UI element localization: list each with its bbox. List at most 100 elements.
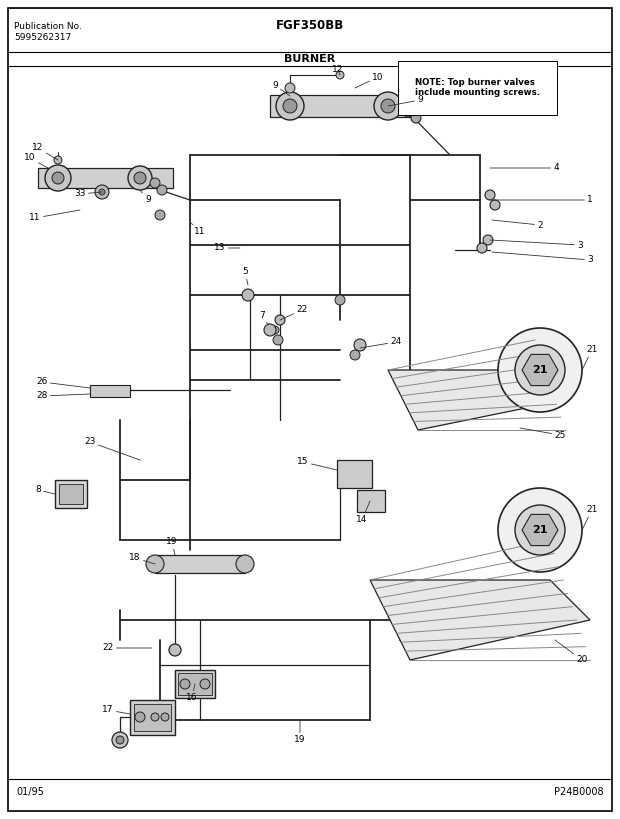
Text: 33: 33 — [74, 189, 102, 198]
Text: 13: 13 — [215, 243, 240, 252]
Text: 12: 12 — [332, 66, 343, 75]
Text: P24B0008: P24B0008 — [554, 787, 604, 797]
Text: 21: 21 — [532, 525, 547, 535]
Text: 22: 22 — [280, 305, 308, 320]
Bar — [130, 700, 175, 735]
Text: 21: 21 — [532, 365, 547, 375]
Circle shape — [483, 235, 493, 245]
Circle shape — [485, 190, 495, 200]
Text: 17: 17 — [102, 705, 130, 714]
Bar — [134, 704, 171, 731]
Text: 8: 8 — [35, 486, 55, 495]
Circle shape — [498, 328, 582, 412]
Circle shape — [276, 92, 304, 120]
Text: 11: 11 — [29, 210, 80, 223]
Text: 4: 4 — [490, 164, 559, 173]
Circle shape — [135, 712, 145, 722]
Text: NOTE: Top burner valves
include mounting screws.: NOTE: Top burner valves include mounting… — [415, 78, 540, 97]
Text: 24: 24 — [360, 337, 402, 348]
Circle shape — [336, 71, 344, 79]
Text: 18: 18 — [129, 554, 155, 564]
Text: 19: 19 — [294, 720, 306, 744]
Polygon shape — [522, 514, 558, 545]
Circle shape — [52, 172, 64, 184]
Text: 22: 22 — [102, 644, 152, 653]
Text: 19: 19 — [166, 537, 178, 555]
Circle shape — [134, 172, 146, 184]
Circle shape — [515, 505, 565, 555]
Text: 5: 5 — [242, 268, 248, 285]
Circle shape — [264, 324, 276, 336]
Bar — [357, 490, 385, 512]
Circle shape — [477, 243, 487, 253]
Bar — [55, 480, 87, 508]
Bar — [90, 385, 130, 397]
Circle shape — [273, 335, 283, 345]
Circle shape — [112, 732, 128, 748]
Text: 25: 25 — [520, 428, 565, 440]
Bar — [337, 460, 372, 488]
Text: 12: 12 — [32, 143, 58, 160]
Text: 21: 21 — [582, 346, 598, 370]
Circle shape — [403, 107, 413, 117]
Text: 9: 9 — [140, 190, 151, 205]
Circle shape — [285, 83, 295, 93]
Bar — [178, 673, 212, 695]
Text: 3: 3 — [490, 240, 583, 250]
Circle shape — [45, 165, 71, 191]
Circle shape — [54, 156, 62, 164]
Circle shape — [242, 289, 254, 301]
Circle shape — [381, 99, 395, 113]
Circle shape — [128, 166, 152, 190]
Circle shape — [155, 210, 165, 220]
Text: 1: 1 — [490, 196, 593, 205]
Bar — [155, 555, 245, 573]
Text: 9: 9 — [388, 96, 423, 106]
Circle shape — [283, 99, 297, 113]
Text: 11: 11 — [190, 222, 206, 237]
Circle shape — [490, 200, 500, 210]
Text: 21: 21 — [582, 505, 598, 530]
Polygon shape — [522, 355, 558, 386]
Circle shape — [374, 92, 402, 120]
Text: 20: 20 — [555, 640, 588, 664]
Circle shape — [180, 679, 190, 689]
Bar — [270, 95, 410, 117]
Text: FGF350BB: FGF350BB — [276, 19, 344, 32]
Text: 5995262317: 5995262317 — [14, 33, 71, 42]
Circle shape — [146, 555, 164, 573]
Circle shape — [200, 679, 210, 689]
Text: 15: 15 — [297, 458, 337, 470]
Polygon shape — [388, 370, 565, 430]
Text: BURNER: BURNER — [285, 54, 335, 64]
Text: 10: 10 — [24, 153, 48, 168]
Circle shape — [157, 185, 167, 195]
Circle shape — [236, 555, 254, 573]
Text: 2: 2 — [492, 220, 543, 229]
Bar — [38, 168, 173, 188]
Text: 23: 23 — [84, 437, 140, 460]
Circle shape — [350, 350, 360, 360]
Text: 9: 9 — [272, 80, 290, 96]
Text: 14: 14 — [356, 501, 370, 524]
Circle shape — [95, 185, 109, 199]
Polygon shape — [370, 580, 590, 660]
Text: Publication No.: Publication No. — [14, 22, 82, 31]
Circle shape — [411, 113, 421, 123]
Circle shape — [150, 178, 160, 188]
Circle shape — [169, 644, 181, 656]
Circle shape — [515, 345, 565, 395]
Circle shape — [335, 295, 345, 305]
Circle shape — [161, 713, 169, 721]
Circle shape — [271, 326, 279, 334]
Circle shape — [151, 713, 159, 721]
Circle shape — [354, 339, 366, 351]
Circle shape — [275, 315, 285, 325]
Circle shape — [116, 736, 124, 744]
Text: 10: 10 — [355, 73, 384, 88]
Bar — [175, 670, 215, 698]
Text: 3: 3 — [492, 252, 593, 265]
Circle shape — [99, 189, 105, 195]
Bar — [59, 484, 83, 504]
Text: 01/95: 01/95 — [16, 787, 44, 797]
